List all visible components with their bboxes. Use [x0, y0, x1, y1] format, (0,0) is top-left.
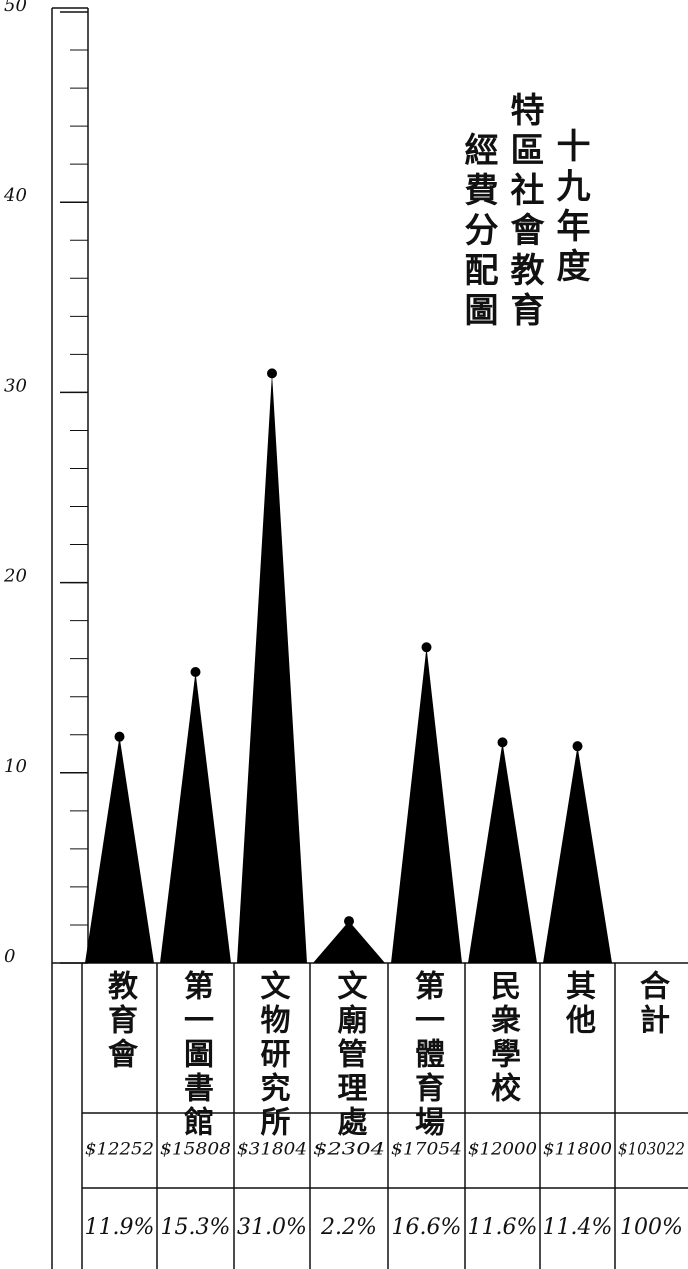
category-label: 民衆學校	[485, 970, 521, 1106]
percent-label: 16.6%	[392, 1215, 462, 1240]
peak-dot	[267, 368, 277, 379]
peak-dot	[497, 737, 508, 748]
category-label: 教育會	[102, 970, 138, 1072]
percent-label: 11.4%	[543, 1215, 613, 1240]
chart-title: 經費分配圖	[458, 132, 498, 332]
percent-label: 11.9%	[85, 1215, 155, 1240]
peak	[468, 742, 537, 963]
percent-label: 15.3%	[161, 1215, 231, 1240]
chart-title: 特區社會教育	[504, 92, 544, 332]
peak	[160, 671, 231, 963]
amount-label: $31804	[237, 1140, 307, 1160]
y-tick-label: 0	[4, 946, 15, 967]
y-tick-label: 20	[3, 566, 27, 587]
peak	[237, 373, 307, 963]
peak	[313, 921, 385, 963]
category-label: 文物研究所	[255, 969, 291, 1140]
amount-label: $17054	[391, 1140, 462, 1160]
peak	[543, 746, 612, 963]
peak	[85, 736, 154, 963]
amount-label: $15808	[160, 1140, 231, 1160]
amount-label: $103022	[618, 1140, 685, 1160]
category-label: 第一圖書館	[178, 969, 214, 1140]
amount-label: $12000	[468, 1140, 537, 1160]
category-label: 其他	[560, 970, 597, 1038]
y-tick-label: 30	[4, 375, 27, 396]
percent-label: 31.0%	[237, 1215, 307, 1240]
amount-label: $11800	[543, 1140, 612, 1160]
peak-dot	[190, 666, 201, 677]
peak-dot	[344, 916, 354, 927]
peak-dot	[421, 642, 432, 653]
y-tick-label: 50	[4, 0, 27, 16]
peak-dot	[114, 731, 125, 742]
peak	[391, 647, 462, 963]
percent-label: 11.6%	[468, 1215, 538, 1240]
chart-title: 十九年度	[550, 128, 590, 288]
percent-label: 2.2%	[320, 1215, 377, 1240]
y-tick-label: 10	[4, 756, 27, 777]
y-tick-label: 40	[3, 185, 27, 206]
percent-label: 100%	[620, 1215, 683, 1240]
category-label: 文廟管理處	[332, 969, 368, 1140]
category-label: 合計	[634, 969, 670, 1038]
category-label: 第一體育場	[409, 969, 445, 1140]
peak-dot	[572, 741, 583, 752]
amount-label: $2304	[313, 1140, 385, 1160]
amount-label: $12252	[85, 1140, 154, 1160]
